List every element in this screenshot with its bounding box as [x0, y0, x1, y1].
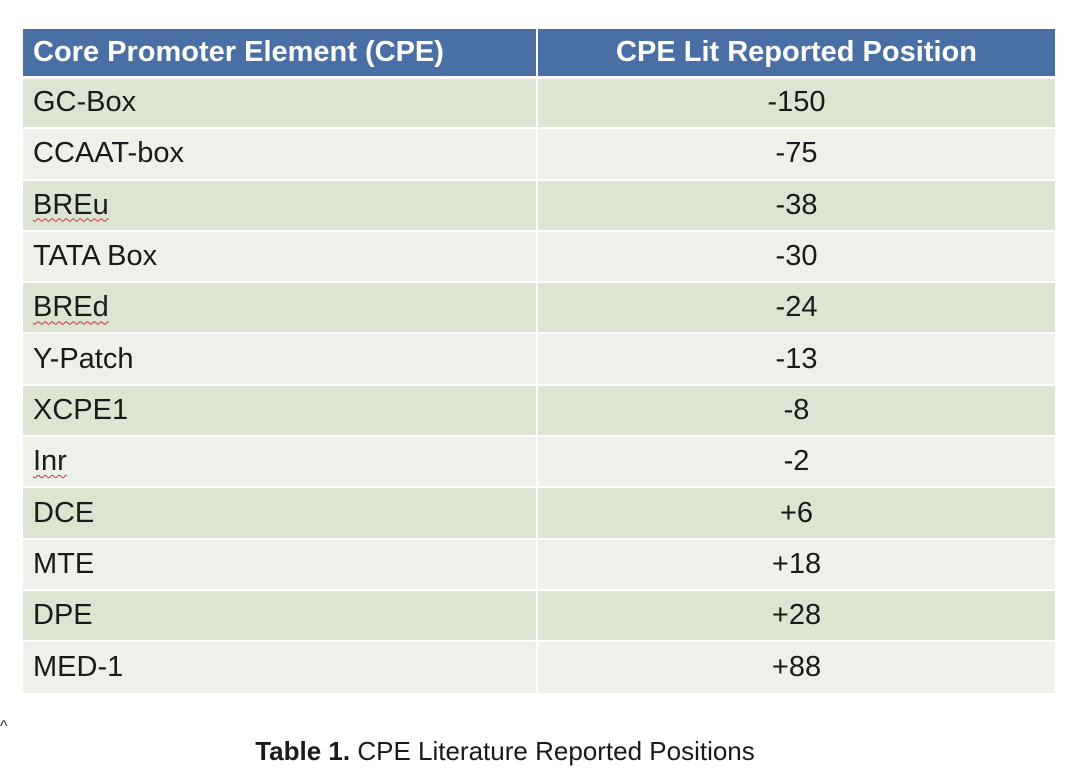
element-name: TATA Box	[33, 240, 158, 273]
element-cell: BREd	[23, 281, 537, 334]
element-name: Inr	[33, 445, 67, 478]
element-cell: TATA Box	[23, 229, 537, 283]
element-cell: DCE	[23, 486, 537, 539]
element-name: DCE	[33, 496, 95, 529]
position-cell: +28	[536, 588, 1055, 642]
element-name: GC-Box	[33, 86, 137, 119]
table-row: XCPE1 -8	[23, 383, 1055, 437]
stray-mark: ^	[0, 718, 8, 735]
table-row: DCE +6	[23, 486, 1055, 539]
element-name: BREd	[33, 291, 109, 324]
element-name: CCAAT-box	[33, 137, 184, 170]
element-cell: BREu	[23, 178, 537, 231]
header-position: CPE Lit Reported Position	[536, 29, 1055, 79]
table-body: GC-Box -150 CCAAT-box -75 BREu -38 TATA Box -30…	[23, 75, 1055, 693]
element-name: Y-Patch	[33, 342, 134, 375]
element-cell: DPE	[23, 588, 537, 642]
position-cell: -75	[536, 127, 1055, 180]
element-name: MED-1	[33, 650, 124, 683]
position-cell: +18	[536, 537, 1055, 590]
element-cell: GC-Box	[23, 75, 537, 129]
table-row: CCAAT-box -75	[23, 127, 1055, 180]
element-name: XCPE1	[33, 393, 129, 426]
cpe-table: Core Promoter Element (CPE) CPE Lit Repo…	[23, 29, 1055, 693]
table-row: Y-Patch -13	[23, 332, 1055, 385]
element-cell: MTE	[23, 537, 537, 590]
position-cell: +6	[536, 486, 1055, 539]
element-cell: MED-1	[23, 640, 537, 693]
header-row: Core Promoter Element (CPE) CPE Lit Repo…	[23, 29, 1055, 79]
table-row: BREd -24	[23, 281, 1055, 334]
position-cell: -2	[536, 435, 1055, 488]
element-cell: CCAAT-box	[23, 127, 537, 180]
header-element: Core Promoter Element (CPE)	[23, 29, 537, 79]
position-cell: +88	[536, 640, 1055, 693]
position-cell: -30	[536, 229, 1055, 283]
position-cell: -150	[536, 75, 1055, 129]
caption-text: CPE Literature Reported Positions	[350, 736, 755, 766]
table-row: Inr -2	[23, 435, 1055, 488]
element-name: BREu	[33, 188, 109, 221]
position-cell: -13	[536, 332, 1055, 385]
position-cell: -8	[536, 383, 1055, 437]
caption-label: Table 1.	[255, 736, 351, 766]
element-cell: XCPE1	[23, 383, 537, 437]
table-header: Core Promoter Element (CPE) CPE Lit Repo…	[23, 29, 1055, 79]
element-name: MTE	[33, 547, 95, 580]
table-row: BREu -38	[23, 178, 1055, 231]
element-cell: Inr	[23, 435, 537, 488]
table-row: MTE +18	[23, 537, 1055, 590]
table-row: MED-1 +88	[23, 640, 1055, 693]
element-name: DPE	[33, 599, 93, 632]
position-cell: -24	[536, 281, 1055, 334]
table-row: DPE +28	[23, 588, 1055, 642]
element-cell: Y-Patch	[23, 332, 537, 385]
position-cell: -38	[536, 178, 1055, 231]
table-caption: Table 1. CPE Literature Reported Positio…	[0, 736, 1010, 767]
table-row: GC-Box -150	[23, 75, 1055, 129]
table-row: TATA Box -30	[23, 229, 1055, 283]
